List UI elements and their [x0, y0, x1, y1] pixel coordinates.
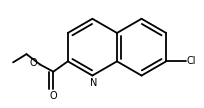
Text: O: O	[30, 58, 37, 68]
Text: N: N	[90, 78, 97, 88]
Text: O: O	[50, 91, 57, 101]
Text: Cl: Cl	[187, 56, 196, 66]
